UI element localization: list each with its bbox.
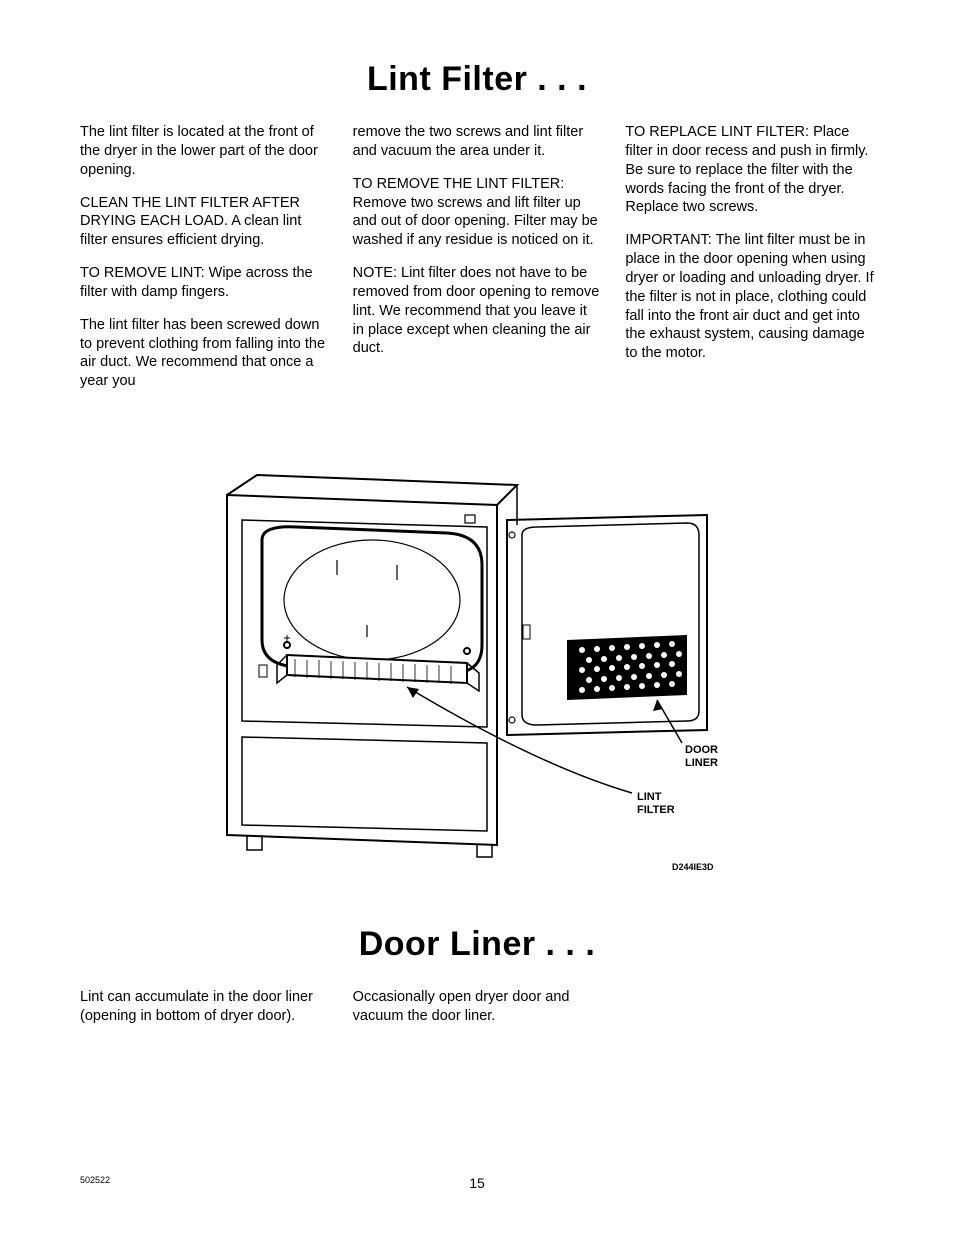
paragraph: Occasionally open dryer door and vacuum … bbox=[353, 988, 602, 1026]
door-liner-heading: Door Liner . . . bbox=[80, 925, 874, 964]
col-3: TO REPLACE LINT FILTER: Place filter in … bbox=[625, 123, 874, 405]
door-liner-label-l1: DOOR bbox=[685, 744, 718, 756]
col-1: Lint can accumulate in the door liner (o… bbox=[80, 988, 329, 1040]
lint-filter-columns: The lint filter is located at the front … bbox=[80, 123, 874, 405]
paragraph: Lint can accumulate in the door liner (o… bbox=[80, 988, 329, 1026]
door-liner-label-l2: LINER bbox=[685, 757, 718, 769]
dryer-diagram: DOOR LINER LINT FILTER D244IE3D bbox=[187, 465, 767, 885]
paragraph: TO REPLACE LINT FILTER: Place filter in … bbox=[625, 123, 874, 217]
page-footer: 502522 15 bbox=[80, 1175, 874, 1185]
lint-filter-label-l1: LINT bbox=[637, 791, 662, 803]
page-number: 15 bbox=[469, 1175, 485, 1191]
paragraph: IMPORTANT: The lint filter must be in pl… bbox=[625, 231, 874, 363]
paragraph: The lint filter is located at the front … bbox=[80, 123, 329, 180]
col-3-empty bbox=[625, 988, 874, 1040]
paragraph: The lint filter has been screwed down to… bbox=[80, 316, 329, 391]
paragraph: remove the two screws and lint filter an… bbox=[353, 123, 602, 161]
col-2: remove the two screws and lint filter an… bbox=[353, 123, 602, 405]
paragraph: CLEAN THE LINT FILTER AFTER DRYING EACH … bbox=[80, 194, 329, 251]
diagram-code: D244IE3D bbox=[672, 862, 714, 872]
paragraph: NOTE: Lint filter does not have to be re… bbox=[353, 264, 602, 358]
paragraph: TO REMOVE THE LINT FILTER: Remove two sc… bbox=[353, 175, 602, 250]
dryer-diagram-container: DOOR LINER LINT FILTER D244IE3D bbox=[80, 465, 874, 885]
paragraph: TO REMOVE LINT: Wipe across the filter w… bbox=[80, 264, 329, 302]
door-liner-columns: Lint can accumulate in the door liner (o… bbox=[80, 988, 874, 1040]
lint-filter-label-l2: FILTER bbox=[637, 804, 675, 816]
col-2: Occasionally open dryer door and vacuum … bbox=[353, 988, 602, 1040]
col-1: The lint filter is located at the front … bbox=[80, 123, 329, 405]
doc-number: 502522 bbox=[80, 1175, 110, 1185]
lint-filter-heading: Lint Filter . . . bbox=[80, 60, 874, 99]
